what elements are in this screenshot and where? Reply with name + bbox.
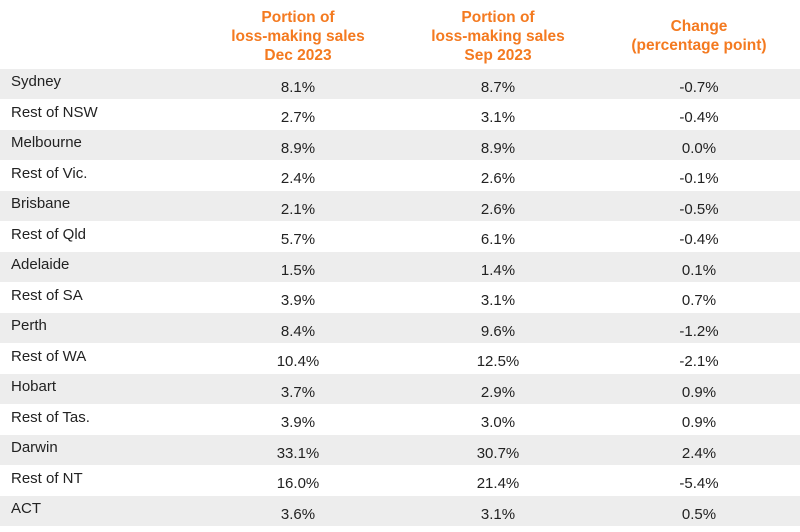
table-row: Sydney 8.1% 8.7% -0.7%	[0, 69, 800, 100]
dec-2023-cell: 8.4%	[198, 313, 398, 344]
header-change-line-2: (percentage point)	[631, 37, 767, 54]
header-dec-2023: Portion of loss-making sales Dec 2023	[198, 8, 398, 65]
dec-2023-cell: 3.7%	[198, 374, 398, 405]
header-sep-line-1: Portion of	[461, 9, 535, 26]
change-cell: -0.4%	[598, 222, 800, 252]
region-cell: Darwin	[0, 435, 198, 466]
sep-2023-cell: 9.6%	[398, 313, 598, 344]
header-change: Change (percentage point)	[598, 17, 800, 55]
sep-2023-cell: 8.9%	[398, 130, 598, 161]
region-cell: Rest of Vic.	[0, 161, 198, 191]
table-row: Perth 8.4% 9.6% -1.2%	[0, 313, 800, 344]
table-row: Hobart 3.7% 2.9% 0.9%	[0, 374, 800, 405]
sep-2023-cell: 21.4%	[398, 466, 598, 496]
sep-2023-cell: 6.1%	[398, 222, 598, 252]
region-cell: Rest of WA	[0, 344, 198, 374]
change-cell: 0.0%	[598, 130, 800, 161]
change-cell: 0.7%	[598, 283, 800, 313]
table-row: Darwin 33.1% 30.7% 2.4%	[0, 435, 800, 466]
region-cell: Rest of NT	[0, 466, 198, 496]
dec-2023-cell: 1.5%	[198, 252, 398, 283]
sep-2023-cell: 3.1%	[398, 496, 598, 527]
dec-2023-cell: 8.1%	[198, 69, 398, 100]
change-cell: -1.2%	[598, 313, 800, 344]
table-row: Brisbane 2.1% 2.6% -0.5%	[0, 191, 800, 222]
dec-2023-cell: 5.7%	[198, 222, 398, 252]
sep-2023-cell: 3.1%	[398, 283, 598, 313]
table-row: Rest of SA 3.9% 3.1% 0.7%	[0, 283, 800, 313]
sep-2023-cell: 3.1%	[398, 100, 598, 130]
dec-2023-cell: 3.9%	[198, 405, 398, 435]
region-cell: Perth	[0, 313, 198, 344]
table-row: Rest of Tas. 3.9% 3.0% 0.9%	[0, 405, 800, 435]
sep-2023-cell: 30.7%	[398, 435, 598, 466]
change-cell: 0.9%	[598, 374, 800, 405]
change-cell: -0.5%	[598, 191, 800, 222]
table-row: Melbourne 8.9% 8.9% 0.0%	[0, 130, 800, 161]
change-cell: -5.4%	[598, 466, 800, 496]
data-table: Sydney 8.1% 8.7% -0.7% Rest of NSW 2.7% 3.1% -0…	[0, 69, 800, 527]
sep-2023-cell: 2.6%	[398, 191, 598, 222]
sep-2023-cell: 3.0%	[398, 405, 598, 435]
region-cell: Hobart	[0, 374, 198, 405]
table-row: Rest of NT 16.0% 21.4% -5.4%	[0, 466, 800, 496]
region-cell: Rest of Tas.	[0, 405, 198, 435]
dec-2023-cell: 33.1%	[198, 435, 398, 466]
header-dec-line-2: loss-making sales	[231, 28, 365, 45]
change-cell: -0.7%	[598, 69, 800, 100]
region-cell: Rest of NSW	[0, 100, 198, 130]
dec-2023-cell: 2.1%	[198, 191, 398, 222]
change-cell: 0.5%	[598, 496, 800, 527]
sep-2023-cell: 1.4%	[398, 252, 598, 283]
region-cell: Rest of SA	[0, 283, 198, 313]
table-row: Rest of Qld 5.7% 6.1% -0.4%	[0, 222, 800, 252]
dec-2023-cell: 2.4%	[198, 161, 398, 191]
dec-2023-cell: 2.7%	[198, 100, 398, 130]
change-cell: -0.4%	[598, 100, 800, 130]
table-body: Sydney 8.1% 8.7% -0.7% Rest of NSW 2.7% 3.1% -0…	[0, 69, 800, 527]
change-cell: 2.4%	[598, 435, 800, 466]
header-dec-line-1: Portion of	[261, 9, 335, 26]
dec-2023-cell: 3.6%	[198, 496, 398, 527]
dec-2023-cell: 3.9%	[198, 283, 398, 313]
dec-2023-cell: 16.0%	[198, 466, 398, 496]
sep-2023-cell: 8.7%	[398, 69, 598, 100]
region-cell: Sydney	[0, 69, 198, 100]
table-row: Adelaide 1.5% 1.4% 0.1%	[0, 252, 800, 283]
sep-2023-cell: 12.5%	[398, 344, 598, 374]
header-change-line-1: Change	[670, 18, 728, 35]
region-cell: Brisbane	[0, 191, 198, 222]
region-cell: Melbourne	[0, 130, 198, 161]
sep-2023-cell: 2.6%	[398, 161, 598, 191]
header-sep-line-3: Sep 2023	[464, 47, 532, 64]
table-row: ACT 3.6% 3.1% 0.5%	[0, 496, 800, 527]
change-cell: -0.1%	[598, 161, 800, 191]
header-sep-line-2: loss-making sales	[431, 28, 565, 45]
table-header: Portion of loss-making sales Dec 2023 Po…	[0, 0, 800, 68]
table-row: Rest of WA 10.4% 12.5% -2.1%	[0, 344, 800, 374]
change-cell: 0.9%	[598, 405, 800, 435]
region-cell: ACT	[0, 496, 198, 527]
dec-2023-cell: 10.4%	[198, 344, 398, 374]
header-dec-line-3: Dec 2023	[264, 47, 332, 64]
change-cell: -2.1%	[598, 344, 800, 374]
table-row: Rest of NSW 2.7% 3.1% -0.4%	[0, 100, 800, 130]
sep-2023-cell: 2.9%	[398, 374, 598, 405]
region-cell: Rest of Qld	[0, 222, 198, 252]
table-row: Rest of Vic. 2.4% 2.6% -0.1%	[0, 161, 800, 191]
dec-2023-cell: 8.9%	[198, 130, 398, 161]
change-cell: 0.1%	[598, 252, 800, 283]
header-sep-2023: Portion of loss-making sales Sep 2023	[398, 8, 598, 65]
region-cell: Adelaide	[0, 252, 198, 283]
